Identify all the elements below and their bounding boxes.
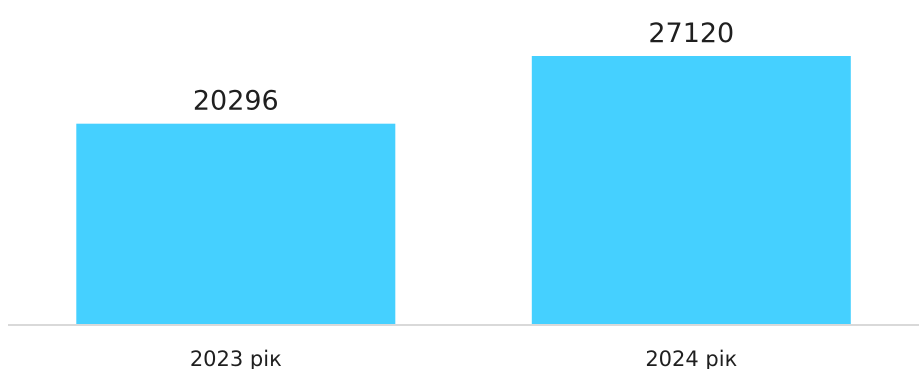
- data-label-0: 20296: [193, 86, 279, 117]
- data-label-1: 27120: [648, 18, 734, 49]
- bar-2023-рік: [76, 124, 395, 325]
- x-tick-label-0: 2023 рік: [190, 347, 282, 369]
- x-tick-label-1: 2024 рік: [645, 347, 737, 369]
- bar-2024-рік: [532, 56, 851, 325]
